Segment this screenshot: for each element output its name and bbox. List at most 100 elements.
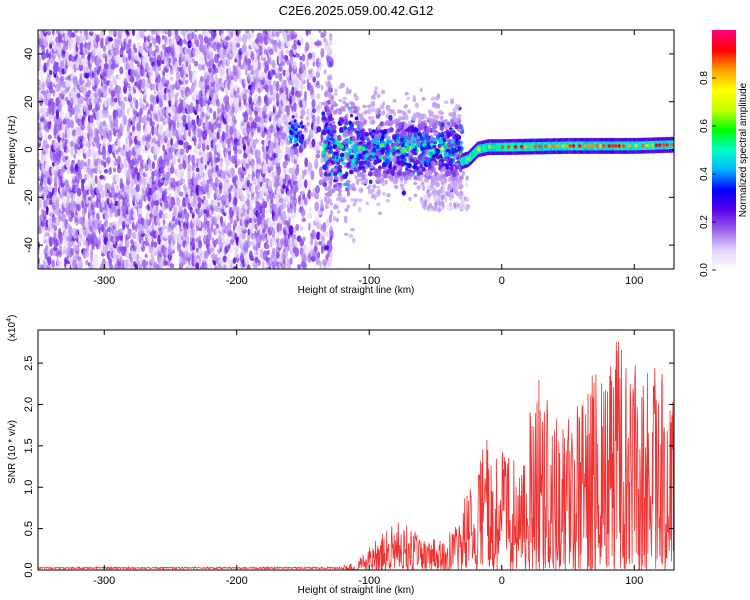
heatmap-cell [233,52,237,60]
heatmap-cell [143,30,147,33]
heatmap-cell [76,108,81,114]
heatmap-cell [234,119,237,125]
heatmap-cell [289,257,293,265]
heatmap-cell [58,244,63,253]
heatmap-cell [73,153,77,160]
heatmap-cell [328,92,332,99]
heatmap-cell [108,37,113,42]
heatmap-cell [112,75,117,84]
heatmap-cell [329,226,333,232]
heatmap-cell [38,30,41,33]
heatmap-cell [376,185,381,189]
heatmap-cell [302,97,305,107]
heatmap-cell [209,107,213,114]
heatmap-cell [180,170,184,177]
heatmap-cell [50,122,54,133]
heatmap-cell [111,181,115,191]
heatmap-cell [165,73,170,81]
heatmap-cell [95,129,100,135]
heatmap-cell [187,144,192,150]
heatmap-cell [306,121,310,127]
heatmap-cell [316,115,320,126]
heatmap-cell [304,90,307,102]
heatmap-cell [218,148,223,156]
heatmap-cell [43,132,48,142]
heatmap-cell [85,259,89,266]
heatmap-cell [91,239,95,250]
heatmap-cell [158,35,161,45]
heatmap-cell [43,238,48,244]
heatmap-cell [170,137,173,147]
heatmap-cell [285,49,290,55]
heatmap-cell [147,69,153,77]
heatmap-cell [68,30,72,37]
heatmap-cell [61,176,66,184]
heatmap-cell [125,62,131,71]
heatmap-cell [66,128,71,139]
heatmap-cell [329,243,333,252]
heatmap-cell [345,102,349,108]
heatmap-cell [108,197,112,204]
heatmap-cell [53,224,58,232]
heatmap-cell [250,158,255,167]
heatmap-cell [293,61,297,70]
heatmap-cell [119,256,123,264]
heatmap-cell [392,98,397,103]
heatmap-cell [131,30,136,37]
heatmap-cell [204,172,207,180]
heatmap-cell [48,86,54,94]
heatmap-cell [135,99,139,110]
heatmap-cell [247,172,251,180]
heatmap-cell [311,107,317,114]
heatmap-cell [191,208,196,214]
heatmap-cell [433,197,437,203]
heatmap-cell [308,179,312,189]
heatmap-cell [212,110,217,120]
heatmap-cell [294,112,299,118]
heatmap-cell [193,30,199,33]
heatmap-cell [217,128,222,133]
heatmap-cell [70,119,74,129]
heatmap-cell [64,141,68,152]
heatmap-cell [316,126,322,133]
heatmap-cell [96,78,101,84]
heatmap-cell [103,62,109,70]
heatmap-cell [91,207,96,216]
heatmap-cell [231,167,235,178]
heatmap-cell [169,263,175,269]
heatmap-cell [310,170,315,181]
heatmap-cell [102,175,106,181]
heatmap-cell [200,34,204,45]
heatmap-cell [329,40,333,46]
heatmap-cell [134,47,138,53]
heatmap-cell [171,196,175,202]
heatmap-cell [73,30,79,34]
heatmap-cell [140,229,145,235]
heatmap-cell [93,70,98,81]
heatmap-cell [116,74,122,80]
heatmap-cell [285,251,289,258]
heatmap-cell [294,247,300,257]
heatmap-cell [317,251,321,259]
heatmap-cell [120,101,126,111]
heatmap-cell [368,179,373,184]
heatmap-cell [311,51,316,58]
heatmap-cell [56,247,59,258]
heatmap-cell [178,191,184,197]
heatmap-cell [57,102,62,113]
heatmap-cell [58,228,62,235]
heatmap-cell [49,73,53,82]
heatmap-cell [62,132,66,139]
heatmap-cell [103,161,107,168]
heatmap-cell [65,155,69,161]
heatmap-cell [77,241,82,248]
heatmap-cell [461,205,465,211]
heatmap-cell [115,47,120,56]
heatmap-cell [223,220,227,227]
heatmap-cell [45,184,49,195]
heatmap-cell [257,165,261,170]
heatmap-cell [63,245,66,253]
heatmap-cell [67,118,71,129]
heatmap-cell [250,51,255,61]
heatmap-cell [451,194,455,200]
